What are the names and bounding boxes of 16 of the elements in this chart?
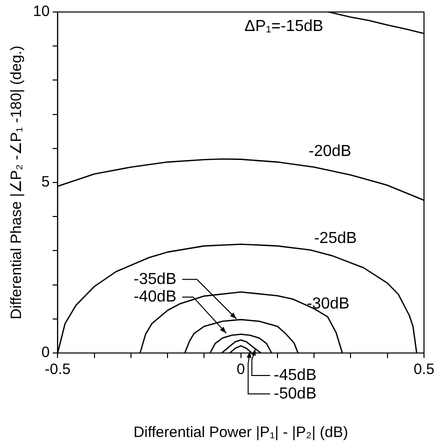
y-tick-label: 10 [32, 3, 50, 20]
x-tick-label: -0.5 [44, 361, 71, 378]
series-label: ΔP₁=-15dB [244, 18, 324, 36]
text: -50dB [274, 385, 317, 402]
text: -35dB [134, 270, 176, 288]
x-tick-label: 0 [236, 361, 246, 378]
series-label: -45dB [274, 366, 317, 384]
series-label: -25dB [314, 230, 357, 247]
series-label: -20dB [308, 143, 352, 160]
text: -40dB [134, 288, 176, 306]
y-tick-label: 0 [41, 344, 50, 362]
x-axis-title: Differential Power |P₁| - |P₂| (dB) [134, 424, 348, 442]
y-axis-title: Differential Phase |∠P₂ -∠P₁ -180| (deg.) [8, 46, 26, 320]
y-tick-label: 5 [41, 174, 50, 191]
series-label: -30dB [306, 295, 350, 312]
x-tick-label: 0.5 [414, 361, 434, 378]
